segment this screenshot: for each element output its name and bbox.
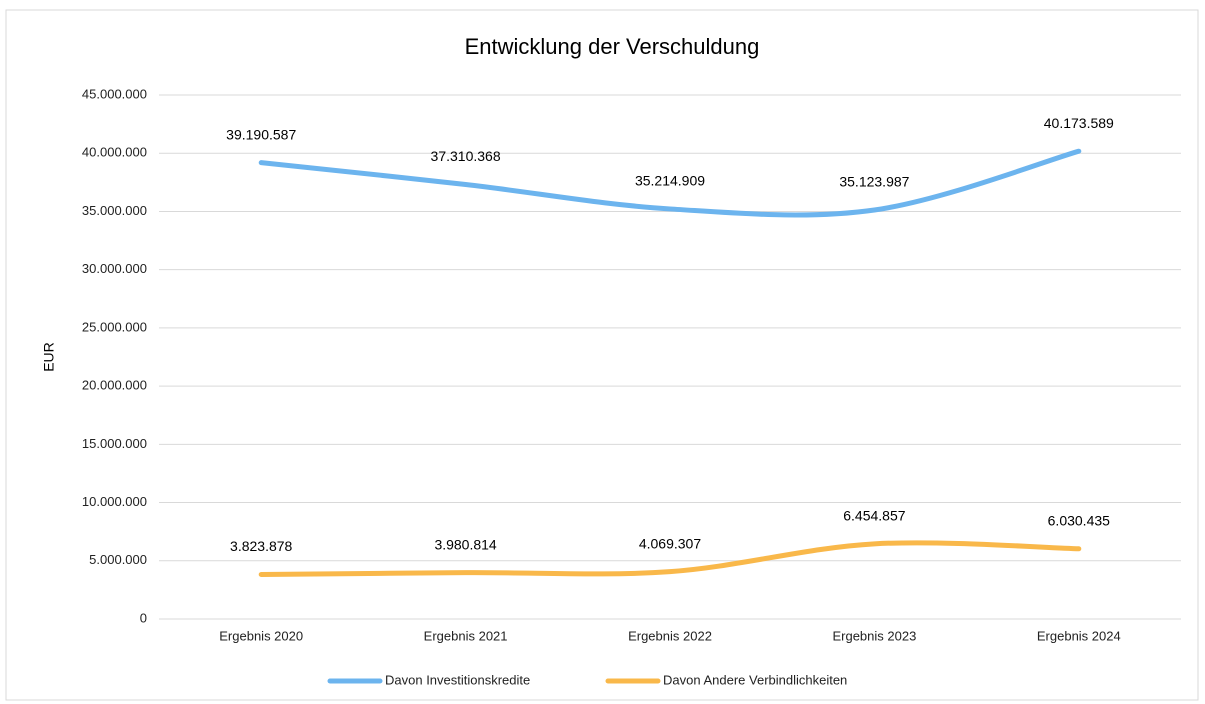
y-tick-label: 5.000.000	[89, 552, 147, 567]
y-tick-label: 30.000.000	[82, 261, 147, 276]
data-label: 6.454.857	[843, 508, 905, 524]
x-tick-label: Ergebnis 2024	[1037, 628, 1121, 643]
legend-label: Davon Investitionskredite	[385, 672, 530, 687]
y-tick-label: 10.000.000	[82, 494, 147, 509]
y-tick-label: 25.000.000	[82, 319, 147, 334]
data-label: 37.310.368	[431, 148, 501, 164]
data-label: 40.173.589	[1044, 115, 1114, 131]
x-tick-label: Ergebnis 2021	[424, 628, 508, 643]
data-label: 4.069.307	[639, 535, 701, 551]
data-label: 3.823.878	[230, 538, 292, 554]
x-tick-label: Ergebnis 2020	[219, 628, 303, 643]
series-line	[258, 148, 1082, 218]
data-label: 3.980.814	[434, 536, 496, 552]
data-label: 39.190.587	[226, 126, 296, 142]
y-tick-label: 20.000.000	[82, 378, 147, 393]
data-label: 35.214.909	[635, 173, 705, 189]
x-tick-label: Ergebnis 2023	[832, 628, 916, 643]
y-tick-label: 45.000.000	[82, 86, 147, 101]
x-tick-label: Ergebnis 2022	[628, 628, 712, 643]
y-tick-label: 40.000.000	[82, 145, 147, 160]
legend-label: Davon Andere Verbindlichkeiten	[663, 672, 847, 687]
y-tick-label: 0	[140, 610, 147, 625]
y-tick-label: 15.000.000	[82, 436, 147, 451]
chart-frame	[5, 9, 1199, 701]
chart-title: Entwicklung der Verschuldung	[465, 34, 760, 59]
data-label: 6.030.435	[1048, 512, 1110, 528]
y-axis-label: EUR	[41, 342, 57, 372]
data-label: 35.123.987	[839, 174, 909, 190]
series-line	[258, 540, 1082, 577]
y-tick-label: 35.000.000	[82, 203, 147, 218]
